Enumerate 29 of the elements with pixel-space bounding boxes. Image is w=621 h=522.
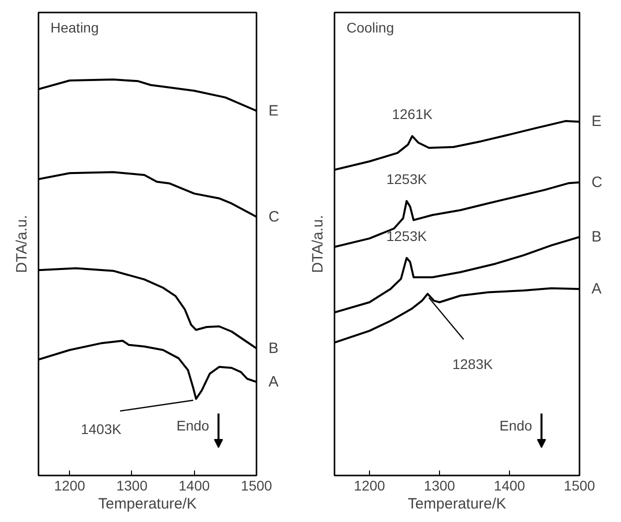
x-tick-label: 1500	[564, 478, 596, 494]
series-label: A	[592, 280, 602, 298]
annotation: 1261K	[392, 106, 434, 122]
x-axis-title: Temperature/K	[408, 496, 506, 512]
series-label: E	[268, 102, 279, 120]
series-label: C	[268, 208, 280, 226]
x-tick-label: 1200	[354, 478, 386, 494]
y-axis-title: DTA/a.u.	[310, 214, 326, 274]
text: Endo	[176, 418, 210, 434]
annotation: 1253K	[386, 171, 428, 188]
annotation: 1283K	[452, 356, 494, 372]
annotation: 1403K	[80, 420, 122, 437]
text: Heating	[50, 20, 99, 36]
x-tick-label: 1400	[178, 478, 210, 494]
series-label: C	[592, 174, 602, 191]
x-tick-label: 1300	[424, 478, 456, 494]
x-tick-label: 1500	[240, 478, 272, 494]
x-tick-label: 1200	[54, 478, 86, 494]
x-tick-label: 1300	[116, 478, 148, 494]
series-label: B	[268, 340, 279, 357]
text: Endo	[500, 418, 532, 434]
text: Cooling	[346, 20, 394, 36]
series-label: B	[592, 228, 602, 246]
annotation: 1253K	[386, 228, 428, 244]
series-label: A	[268, 373, 279, 390]
x-axis-title: Temperature/K	[98, 496, 197, 512]
x-tick-label: 1400	[494, 478, 526, 494]
y-axis-title: DTA/a.u.	[14, 214, 30, 274]
series-label: E	[592, 113, 602, 130]
